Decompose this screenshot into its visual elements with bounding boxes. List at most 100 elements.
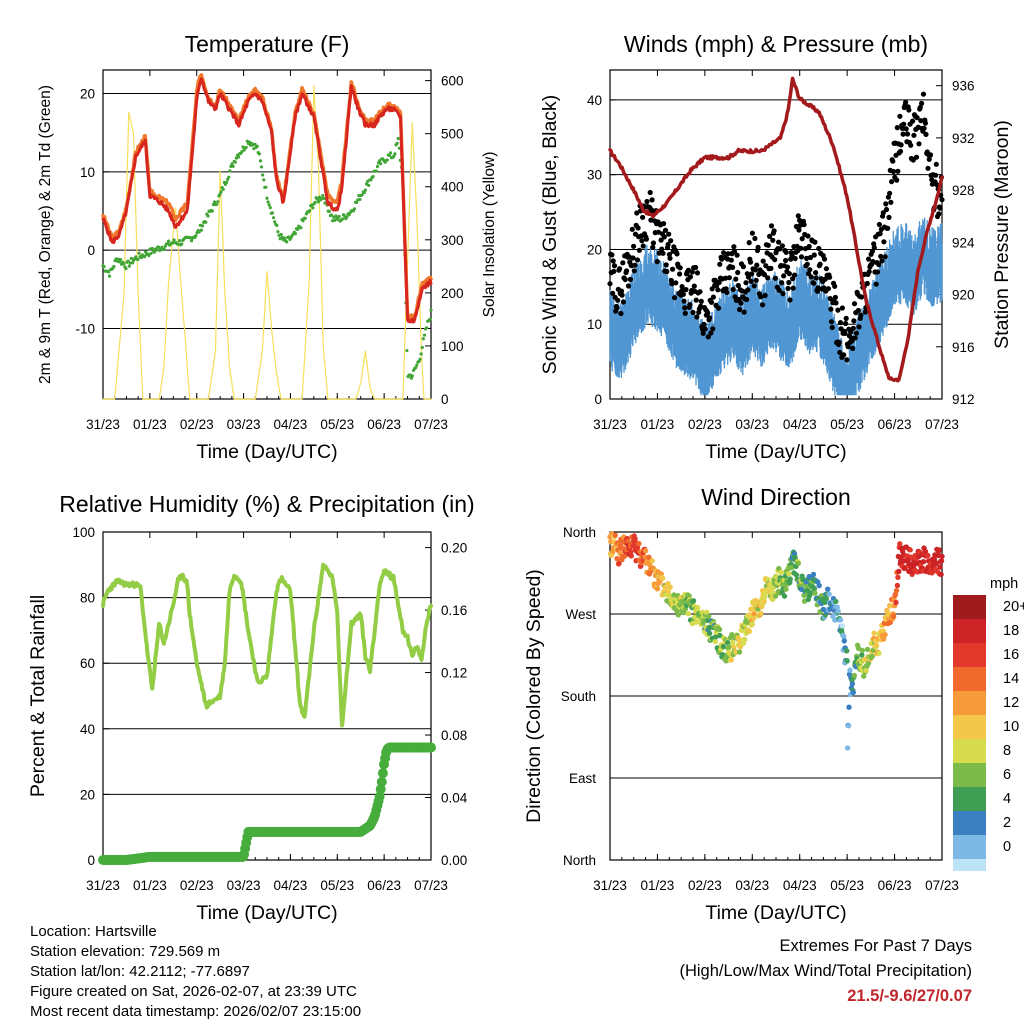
y-right-tick-label: 100 (441, 339, 464, 354)
gust-point (842, 330, 848, 336)
gust-point (663, 262, 669, 268)
gust-point (917, 104, 923, 110)
gust-point (852, 335, 858, 341)
direction-point (846, 704, 852, 710)
gust-point (728, 257, 734, 263)
y-tick-label: 80 (80, 591, 95, 606)
gust-point (837, 349, 843, 356)
dewpoint-point (363, 188, 367, 192)
y-right-tick-label: 0.04 (441, 791, 468, 806)
dewpoint-point (358, 197, 362, 202)
gust-point (850, 325, 856, 331)
gust-point (664, 268, 670, 275)
gust-point (715, 305, 722, 311)
gust-point (694, 270, 701, 276)
y-right-tick-label: 0.08 (441, 728, 467, 743)
gust-point (765, 242, 771, 248)
dewpoint-point (355, 200, 359, 205)
direction-point (920, 559, 927, 565)
x-axis-label: Time (Day/UTC) (705, 902, 846, 924)
y-tick-label: 40 (587, 93, 602, 108)
gust-point (878, 253, 884, 259)
direction-point (837, 617, 844, 623)
direction-point (844, 745, 851, 751)
direction-point (811, 586, 818, 592)
direction-point (632, 536, 638, 542)
dewpoint-point (393, 152, 397, 156)
chart-title: Relative Humidity (%) & Precipitation (i… (59, 491, 474, 517)
x-axis-label: Time (Day/UTC) (196, 902, 337, 924)
gust-point (707, 315, 713, 321)
gust-point (903, 126, 909, 132)
gust-point (780, 291, 786, 297)
gust-point (650, 240, 657, 246)
gust-point (804, 255, 810, 261)
gust-point (708, 299, 715, 305)
y-tick-label: 0 (87, 243, 95, 258)
gust-point (615, 297, 621, 303)
precip-point (377, 768, 388, 779)
direction-point (812, 590, 818, 596)
dewpoint-point (230, 162, 234, 166)
direction-point (706, 630, 713, 636)
direction-point (706, 624, 712, 631)
y-tick-label: North (563, 853, 596, 868)
dewpoint-point (360, 193, 364, 197)
y-right-tick-label: 300 (441, 233, 464, 248)
x-tick-label: 07/23 (414, 417, 448, 432)
dewpoint-point (367, 183, 371, 187)
gust-point (693, 297, 699, 303)
gust-point (855, 307, 862, 314)
dewpoint-point (194, 234, 198, 238)
gust-point (625, 283, 632, 289)
dewpoint-point (419, 352, 423, 356)
gust-point (781, 273, 787, 279)
gust-point (880, 210, 886, 216)
y-tick-label: 100 (72, 525, 95, 540)
gust-point (745, 274, 752, 280)
direction-point (746, 628, 753, 634)
gust-point (700, 330, 706, 336)
dewpoint-point (428, 317, 432, 322)
direction-point (742, 636, 748, 643)
x-tick-label: 31/23 (86, 878, 120, 893)
dewpoint-point (199, 228, 203, 232)
gust-point (817, 261, 823, 267)
gust-point (755, 244, 761, 250)
legend-swatch (953, 643, 986, 667)
gust-point (914, 115, 920, 121)
dewpoint-point (313, 200, 317, 204)
dewpoint-point (418, 357, 422, 361)
x-tick-label: 02/23 (180, 878, 214, 893)
dewpoint-point (420, 345, 424, 350)
direction-point (938, 558, 945, 564)
y-right-tick-label: 924 (952, 235, 975, 250)
dewpoint-point (259, 165, 264, 169)
dewpoint-point (130, 261, 135, 265)
chart-title: Wind Direction (701, 484, 851, 510)
direction-point (667, 584, 673, 590)
direction-point (781, 593, 788, 599)
gust-point (690, 309, 696, 316)
legend-label: 10 (1003, 719, 1019, 735)
gust-point (743, 280, 749, 286)
speed-color-legend: mph 20+ 18 16 14 12 10 8 6 4 2 0 (953, 576, 1024, 871)
dewpoint-point (374, 169, 378, 173)
gust-point (620, 299, 627, 305)
x-tick-label: 04/23 (274, 417, 308, 432)
dewpoint-point (422, 333, 427, 337)
x-tick-label: 04/23 (783, 417, 817, 432)
gust-point (724, 289, 730, 295)
gust-point (851, 301, 858, 307)
dewpoint-point (236, 155, 241, 159)
dewpoint-point (375, 164, 380, 169)
direction-point (876, 650, 882, 656)
y-tick-label: 10 (80, 165, 95, 180)
gust-point (741, 309, 747, 315)
gust-point (883, 201, 889, 207)
x-tick-label: 31/23 (593, 878, 627, 893)
direction-point (890, 613, 897, 619)
direction-point (896, 568, 902, 575)
gust-point (754, 262, 760, 268)
gust-point (815, 285, 821, 291)
